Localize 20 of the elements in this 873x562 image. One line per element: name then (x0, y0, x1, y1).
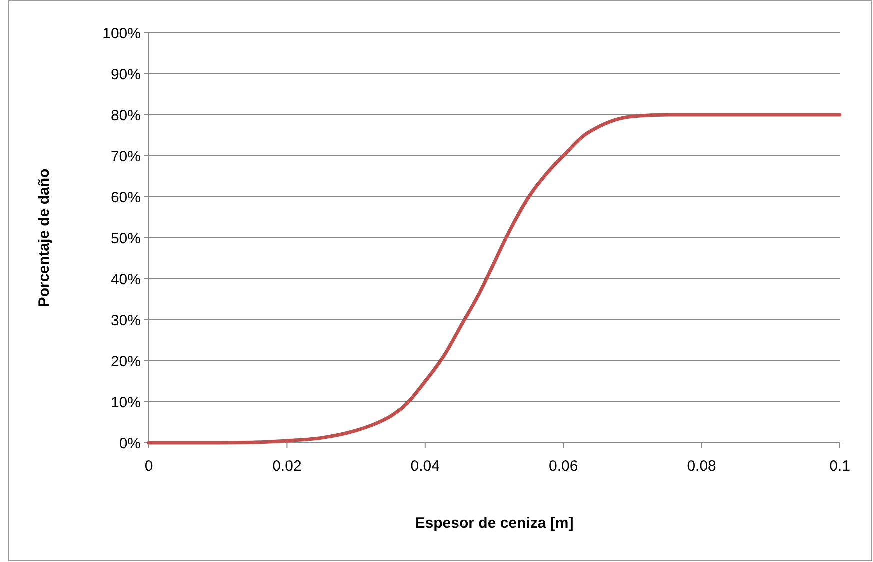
y-tick-label: 0% (119, 435, 141, 452)
x-tick-label: 0.06 (549, 458, 578, 475)
y-tick-label: 10% (110, 394, 141, 412)
y-tick-label: 30% (110, 312, 141, 330)
x-tick-label: 0.1 (830, 458, 850, 475)
line-series (147, 113, 842, 445)
y-tick-label: 40% (110, 271, 141, 288)
y-tick-label: 20% (110, 353, 141, 370)
x-tick-label: 0.02 (272, 458, 302, 475)
y-tick-label: 80% (110, 107, 141, 124)
x-tick-label: 0.04 (410, 458, 440, 475)
x-tick-label: 0.08 (687, 458, 716, 475)
y-tick-label: 60% (110, 189, 141, 206)
y-tick-label: 100% (102, 25, 141, 42)
y-tick-label: 70% (110, 148, 141, 166)
x-tick-label: 0 (144, 458, 154, 475)
y-axis-title: Porcentaje de daño (36, 168, 53, 308)
x-axis-title: Espesor de ceniza [m] (415, 515, 574, 532)
y-tick-label: 90% (110, 66, 141, 84)
y-tick-label: 50% (110, 230, 141, 248)
